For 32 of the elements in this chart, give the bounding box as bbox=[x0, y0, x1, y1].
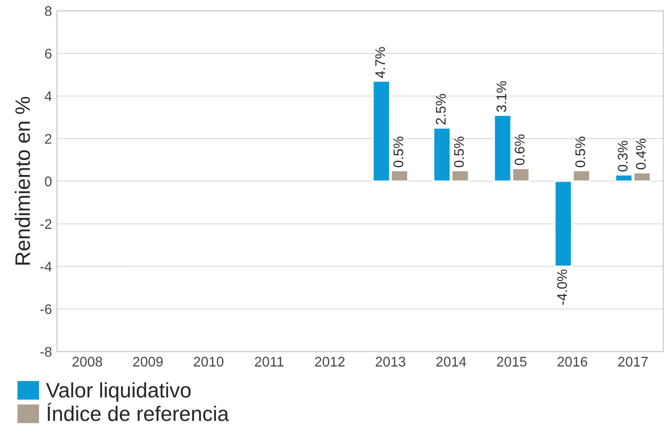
data-label: 0.5% bbox=[454, 136, 464, 168]
x-tick-label: 2011 bbox=[254, 356, 284, 367]
y-tick-label: 8 bbox=[44, 6, 52, 16]
y-tick-label: 4 bbox=[44, 92, 52, 102]
data-label: 3.1% bbox=[496, 81, 506, 112]
y-tick-label: 0 bbox=[44, 176, 52, 186]
x-tick-label: 2013 bbox=[376, 356, 406, 367]
x-tick-label: 2012 bbox=[315, 356, 345, 367]
x-tick-label: 2016 bbox=[558, 356, 588, 367]
data-label: 0.6% bbox=[514, 134, 525, 166]
y-tick-label: -2 bbox=[40, 219, 52, 229]
data-label: 0.5% bbox=[393, 136, 404, 168]
x-tick-label: 2010 bbox=[194, 356, 224, 367]
x-tick-label: 2017 bbox=[618, 356, 648, 367]
x-tick-label: 2014 bbox=[436, 356, 466, 367]
data-label: 2.5% bbox=[436, 94, 446, 124]
legend-label: Índice de referencia bbox=[47, 402, 229, 422]
x-tick-label: 2008 bbox=[72, 356, 102, 367]
y-tick-label: 6 bbox=[45, 48, 52, 59]
y-tick-label: -8 bbox=[40, 346, 52, 357]
data-label: 0.5% bbox=[575, 136, 586, 168]
data-label: -4.0% bbox=[557, 270, 567, 305]
data-label: 0.3% bbox=[618, 140, 628, 172]
data-label: 0.4% bbox=[636, 138, 646, 170]
y-tick-label: -6 bbox=[40, 304, 52, 314]
x-tick-label: 2009 bbox=[133, 356, 163, 367]
data-label: 4.7% bbox=[375, 47, 386, 78]
x-tick-label: 2015 bbox=[496, 356, 527, 367]
y-axis-title: Rendimiento en % bbox=[14, 96, 30, 265]
legend-label: Valor liquidativo bbox=[46, 382, 191, 402]
y-tick-label: -4 bbox=[40, 262, 52, 272]
y-tick-label: 2 bbox=[45, 134, 52, 144]
